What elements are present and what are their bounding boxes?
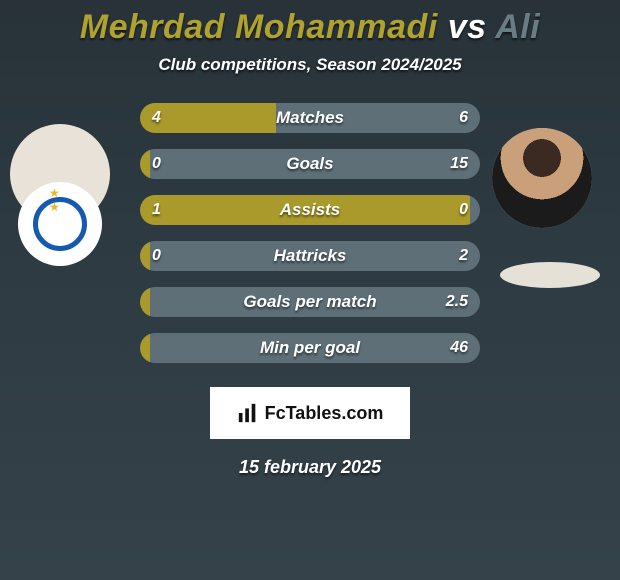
stats-bars: Matches46 Goals015 Assists10 Hattricks02 Goa… <box>140 103 480 379</box>
stat-bar-left <box>140 149 150 179</box>
footer-date: 15 february 2025 <box>0 457 620 478</box>
page-title: Mehrdad Mohammadi vs Ali <box>0 8 620 47</box>
stat-bar-track <box>140 241 480 271</box>
stat-bar-track <box>140 103 480 133</box>
stat-bar-right <box>150 149 480 179</box>
stat-bar-right <box>150 287 480 317</box>
stat-row: Goals015 <box>140 149 480 179</box>
brand-text: FcTables.com <box>265 403 384 424</box>
brand-chart-icon <box>237 402 259 424</box>
title-player1: Mehrdad Mohammadi <box>80 8 438 46</box>
stat-bar-right <box>276 103 480 133</box>
stat-bar-right <box>150 241 480 271</box>
stat-bar-track <box>140 333 480 363</box>
stats-area: Matches46 Goals015 Assists10 Hattricks02 Goa… <box>0 103 620 373</box>
stat-bar-left <box>140 195 470 225</box>
stat-bar-right <box>150 333 480 363</box>
stat-bar-track <box>140 149 480 179</box>
stat-bar-left <box>140 241 150 271</box>
content-root: Mehrdad Mohammadi vs Ali Club competitio… <box>0 0 620 580</box>
subtitle: Club competitions, Season 2024/2025 <box>0 55 620 75</box>
stat-row: Hattricks02 <box>140 241 480 271</box>
title-vs: vs <box>448 8 487 46</box>
stat-row: Goals per match2.5 <box>140 287 480 317</box>
stat-row: Matches46 <box>140 103 480 133</box>
stat-bar-right <box>470 195 480 225</box>
title-player2: Ali <box>495 8 540 46</box>
stat-bar-left <box>140 103 276 133</box>
stat-bar-left <box>140 287 150 317</box>
brand-badge: FcTables.com <box>210 387 410 439</box>
stat-bar-track <box>140 287 480 317</box>
stat-bar-track <box>140 195 480 225</box>
stat-row: Assists10 <box>140 195 480 225</box>
stat-row: Min per goal46 <box>140 333 480 363</box>
stat-bar-left <box>140 333 150 363</box>
